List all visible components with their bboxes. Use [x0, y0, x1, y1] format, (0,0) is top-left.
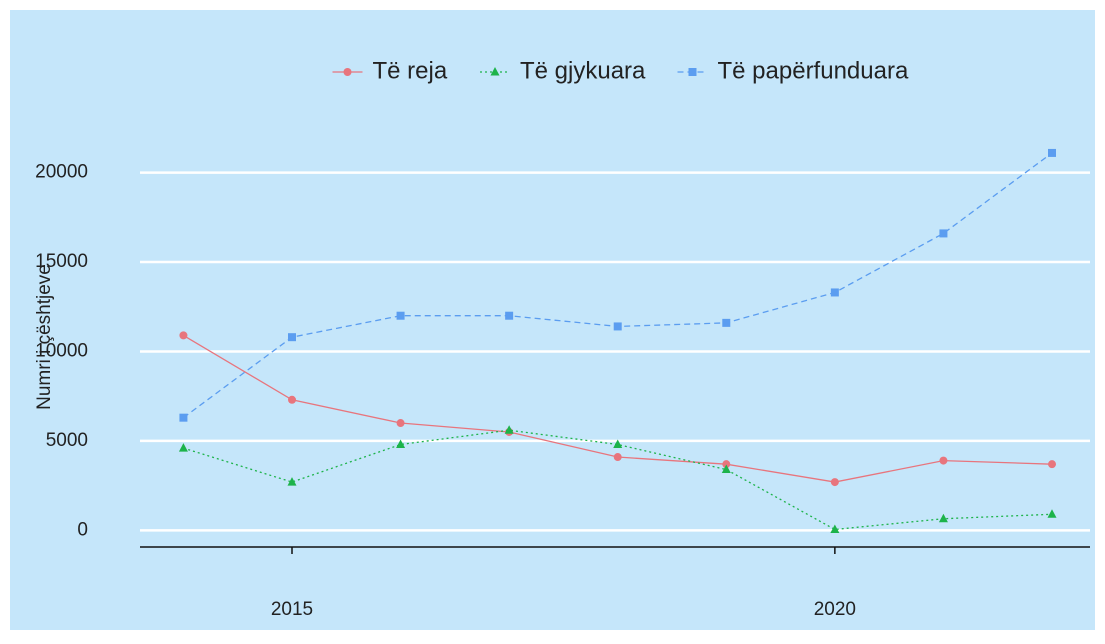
- point: [504, 425, 514, 434]
- point: [613, 322, 622, 331]
- point: [1048, 460, 1056, 469]
- point: [830, 288, 839, 297]
- point: [288, 333, 296, 342]
- point: [396, 439, 406, 449]
- panel-background: [10, 10, 1095, 630]
- point: [1048, 148, 1056, 157]
- point: [722, 318, 731, 327]
- point: [396, 311, 405, 320]
- legend-marker: [490, 67, 500, 76]
- legend-marker: [688, 68, 697, 76]
- series-line: [183, 429, 1053, 531]
- x-tick-label: 2020: [814, 599, 856, 620]
- y-tick-label: 20000: [35, 162, 88, 183]
- point: [288, 395, 296, 404]
- point: [721, 464, 731, 474]
- point: [613, 453, 622, 462]
- point: [396, 419, 405, 428]
- y-axis-label: Numri i çështjeve: [34, 264, 55, 410]
- point: [939, 229, 948, 238]
- legend-marker: [343, 68, 352, 76]
- point: [613, 439, 623, 449]
- y-tick-label: 15000: [35, 251, 88, 272]
- x-tick-label: 2015: [271, 599, 313, 620]
- y-tick-label: 0: [77, 519, 88, 540]
- point: [179, 331, 188, 340]
- point: [830, 524, 840, 533]
- legend-label: Të gjykuara: [520, 57, 646, 84]
- point: [287, 477, 297, 486]
- y-tick-label: 10000: [35, 341, 88, 362]
- point: [722, 460, 731, 469]
- point: [178, 443, 188, 452]
- point: [179, 413, 188, 422]
- y-tick-label: 5000: [46, 430, 88, 451]
- point: [938, 513, 948, 523]
- point: [505, 311, 514, 320]
- point: [1047, 509, 1057, 518]
- legend-label: Të papërfunduara: [718, 57, 909, 84]
- point: [830, 478, 839, 487]
- legend-label: Të reja: [373, 57, 448, 84]
- point: [939, 456, 948, 465]
